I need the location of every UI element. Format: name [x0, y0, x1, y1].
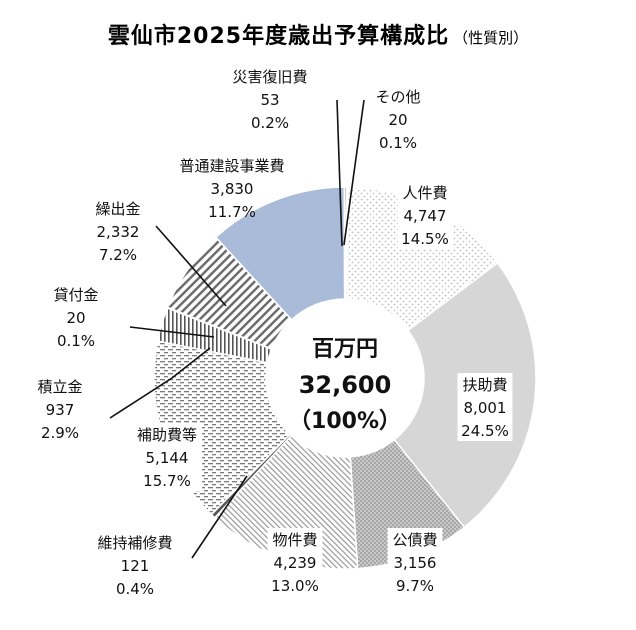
leader-line-disaster [336, 99, 343, 247]
label-personnel-value: 4,747 [404, 207, 447, 225]
donut-hole [266, 299, 424, 457]
label-goods-value: 4,239 [274, 554, 317, 572]
center-unit: 百万円 [312, 337, 378, 362]
subtitle-text: （性質別） [453, 29, 528, 47]
label-transfer: 繰出金 2,332 7.2% [95, 200, 140, 264]
label-subsidy-name: 補助費等 [137, 426, 197, 444]
label-transfer-value: 2,332 [97, 223, 140, 241]
label-disaster-percent: 0.2% [251, 114, 289, 132]
label-debt-name: 公債費 [392, 531, 437, 549]
label-disaster-value: 53 [260, 91, 279, 109]
label-transfer-percent: 7.2% [99, 246, 137, 264]
label-construction-value: 3,830 [211, 180, 254, 198]
label-loan: 貸付金 20 0.1% [53, 286, 98, 350]
label-personnel: 人件費 4,747 14.5% [397, 181, 453, 249]
label-subsidy-value: 5,144 [146, 449, 189, 467]
leader-lines [109, 99, 365, 559]
label-bg-goods [267, 528, 323, 596]
label-personnel-name: 人件費 [402, 184, 447, 202]
leader-line-other [343, 99, 365, 246]
label-goods-name: 物件費 [272, 531, 317, 549]
label-bg-debt [387, 528, 443, 596]
slice-labels: 人件費 4,747 14.5% 扶助費 8,001 24.5% 公債費 3,156 9.7% 物件… [37, 68, 513, 598]
label-loan-percent: 0.1% [57, 332, 95, 350]
label-assistance-percent: 24.5% [461, 422, 509, 440]
chart-title: 雲仙市2025年度歳出予算構成比 （性質別） [108, 23, 528, 49]
label-reserve-value: 937 [46, 401, 75, 419]
label-loan-name: 貸付金 [53, 286, 98, 304]
label-construction: 普通建設事業費 3,830 11.7% [179, 157, 284, 221]
label-other-name: その他 [375, 88, 420, 106]
label-debt: 公債費 3,156 9.7% [387, 528, 443, 596]
label-maintenance: 維持補修費 121 0.4% [97, 534, 172, 598]
label-debt-value: 3,156 [394, 554, 437, 572]
label-disaster-name: 災害復旧費 [232, 68, 307, 86]
label-goods-percent: 13.0% [271, 577, 319, 595]
label-disaster: 災害復旧費 53 0.2% [232, 68, 307, 132]
label-subsidy: 補助費等 5,144 15.7% [132, 423, 202, 491]
label-assistance-name: 扶助費 [462, 376, 507, 394]
label-other-percent: 0.1% [379, 134, 417, 152]
label-reserve: 積立金 937 2.9% [37, 378, 82, 442]
center-label: 百万円 32,600 （100%） [289, 337, 401, 434]
label-maintenance-percent: 0.4% [116, 580, 154, 598]
label-assistance: 扶助費 8,001 24.5% [457, 373, 513, 441]
label-reserve-name: 積立金 [37, 378, 82, 396]
label-bg-personnel [397, 181, 453, 249]
label-construction-name: 普通建設事業費 [179, 157, 284, 175]
label-assistance-value: 8,001 [464, 399, 507, 417]
label-goods: 物件費 4,239 13.0% [267, 528, 323, 596]
label-debt-percent: 9.7% [396, 577, 434, 595]
label-bg-subsidy [132, 423, 202, 491]
center-percent: （100%） [289, 409, 401, 434]
label-reserve-percent: 2.9% [41, 424, 79, 442]
leader-line-loan [129, 326, 215, 338]
label-other: その他 20 0.1% [375, 88, 420, 152]
center-total: 32,600 [299, 371, 392, 399]
label-subsidy-percent: 15.7% [143, 472, 191, 490]
label-other-value: 20 [388, 111, 407, 129]
label-construction-percent: 11.7% [208, 203, 256, 221]
label-personnel-percent: 14.5% [401, 230, 449, 248]
title-text: 雲仙市2025年度歳出予算構成比 [108, 23, 449, 49]
label-maintenance-name: 維持補修費 [97, 534, 172, 552]
leader-line-maintenance [191, 475, 248, 559]
label-loan-value: 20 [66, 309, 85, 327]
label-maintenance-value: 121 [121, 557, 150, 575]
slice-other [344, 186, 348, 300]
label-bg-assistance [457, 373, 513, 441]
label-transfer-name: 繰出金 [95, 200, 140, 218]
leader-line-transfer [155, 225, 227, 307]
leader-line-reserve [109, 347, 211, 419]
